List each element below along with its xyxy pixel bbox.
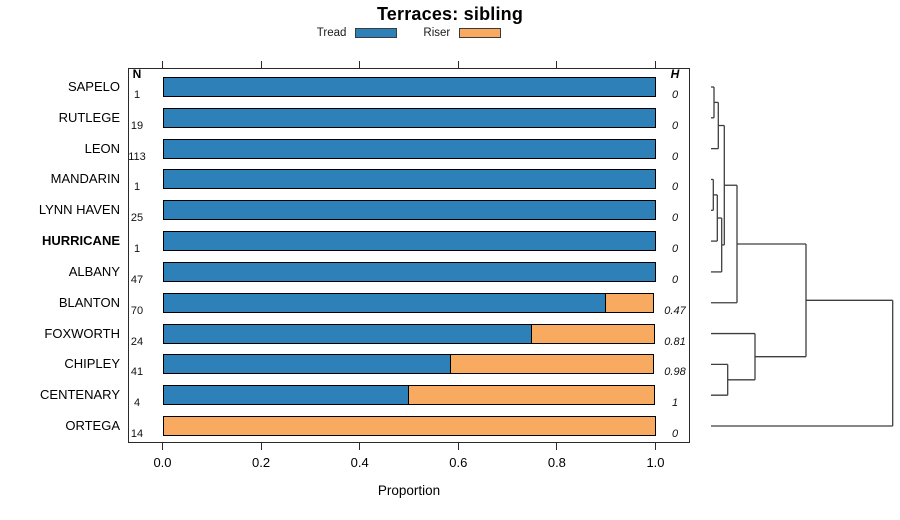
category-label: LEON <box>84 140 120 156</box>
riser-segment <box>531 323 655 344</box>
h-value: 0.47 <box>664 304 686 317</box>
n-value: 41 <box>130 366 144 379</box>
category-label: CHIPLEY <box>64 356 120 372</box>
tread-segment <box>162 385 409 406</box>
legend-label: Tread <box>316 27 347 39</box>
category-label: MANDARIN <box>50 171 120 187</box>
legend-item-riser: Riser <box>423 27 502 39</box>
x-tick-label: 0.8 <box>547 455 566 470</box>
category-label: HURRICANE <box>42 233 120 249</box>
x-tick-label: 0.6 <box>449 455 468 470</box>
x-tick-label: 1.0 <box>646 455 665 470</box>
x-axis-tick-top <box>359 61 361 68</box>
category-label: SAPELO <box>67 79 120 94</box>
bar-row <box>162 354 656 375</box>
n-value: 70 <box>130 304 144 317</box>
riser-segment <box>408 385 655 406</box>
x-axis-tick-top <box>162 61 163 68</box>
x-axis-label: Proportion <box>377 483 441 498</box>
h-value: 0.98 <box>664 366 686 379</box>
category-label: ALBANY <box>68 263 120 279</box>
plot-area <box>128 68 690 443</box>
tread-segment <box>162 169 656 190</box>
x-axis-tick-bottom <box>457 443 459 450</box>
tread-segment <box>162 231 656 252</box>
n-value: 4 <box>133 397 141 410</box>
x-axis-tick-bottom <box>359 443 361 450</box>
legend-label: Riser <box>423 27 451 39</box>
bar-row <box>162 323 656 344</box>
tread-segment <box>162 200 656 221</box>
category-label: FOXWORTH <box>44 325 120 341</box>
h-value: 0 <box>671 150 679 163</box>
tread-segment <box>162 323 533 344</box>
legend-swatch <box>355 28 398 38</box>
n-value: 1 <box>133 181 141 194</box>
riser-segment <box>605 292 655 313</box>
legend-swatch <box>459 28 502 38</box>
tread-segment <box>162 138 656 159</box>
x-axis-tick-top <box>457 61 459 68</box>
n-value: 1 <box>133 243 141 256</box>
tread-segment <box>162 354 451 375</box>
n-value: 19 <box>130 119 144 132</box>
legend: Tread Riser <box>128 26 690 40</box>
riser-segment <box>449 354 655 375</box>
bar-row <box>162 385 656 406</box>
n-value: 14 <box>130 428 144 441</box>
h-value: 0 <box>671 273 679 286</box>
x-axis-tick-bottom <box>556 443 558 450</box>
n-value: 24 <box>130 335 144 348</box>
n-value: 25 <box>130 212 144 225</box>
x-axis-tick-top <box>556 61 558 68</box>
n-value: 1 <box>133 89 141 101</box>
h-value: 0 <box>671 243 679 256</box>
h-value: 0.81 <box>664 335 686 348</box>
tread-segment <box>162 77 656 97</box>
h-value: 0 <box>671 89 679 101</box>
bar-row <box>162 77 656 97</box>
h-column-header: H <box>670 67 680 81</box>
x-tick-label: 0.0 <box>153 455 172 470</box>
bar-row <box>162 292 656 313</box>
bar-row <box>162 231 656 252</box>
bar-row <box>162 261 656 282</box>
bar-row <box>162 138 656 159</box>
x-tick-label: 0.2 <box>252 455 271 470</box>
tread-segment <box>162 292 607 313</box>
x-axis-tick-bottom <box>162 443 163 450</box>
x-axis-tick-bottom <box>655 443 656 450</box>
h-value: 0 <box>671 119 679 132</box>
riser-segment <box>162 416 656 437</box>
h-value: 0 <box>671 181 679 194</box>
category-label: CENTENARY <box>40 387 120 403</box>
tread-segment <box>162 261 656 282</box>
bar-row <box>162 169 656 190</box>
bar-row <box>162 200 656 221</box>
x-axis-tick-bottom <box>260 443 262 450</box>
category-label: LYNN HAVEN <box>38 202 120 218</box>
category-label: RUTLEGE <box>58 109 120 125</box>
x-axis-tick-top <box>655 61 656 68</box>
x-tick-label: 0.4 <box>350 455 369 470</box>
category-label: BLANTON <box>58 294 120 310</box>
n-column-header: N <box>132 67 142 81</box>
chart-title: Terraces: sibling <box>376 4 524 24</box>
category-label: ORTEGA <box>65 418 120 434</box>
tread-segment <box>162 107 656 128</box>
n-value: 47 <box>130 273 144 286</box>
bar-row <box>162 416 656 437</box>
legend-item-tread: Tread <box>317 27 398 39</box>
x-axis-tick-top <box>260 61 262 68</box>
h-value: 0 <box>671 428 679 441</box>
n-value: 113 <box>128 150 146 163</box>
h-value: 0 <box>671 212 679 225</box>
h-value: 1 <box>671 397 679 410</box>
bar-row <box>162 107 656 128</box>
